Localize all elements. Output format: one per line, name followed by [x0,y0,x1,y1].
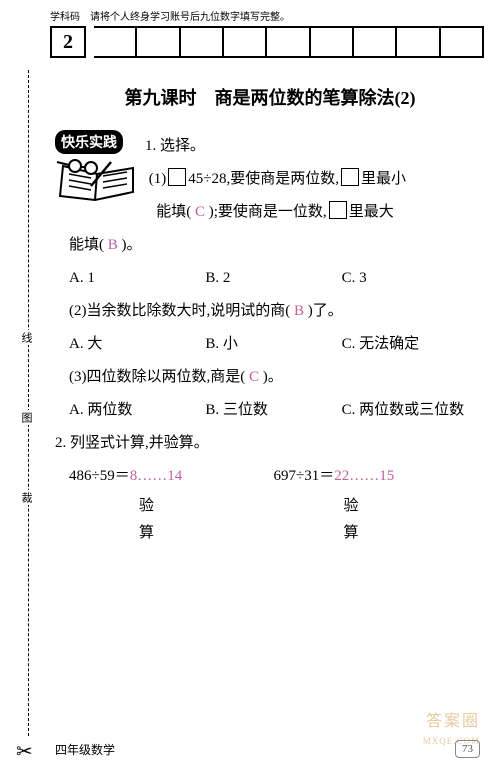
blank-box[interactable] [329,201,347,219]
q1-1-h: )。 [122,237,142,253]
q1-2-a: (2)当余数比除数大时,说明试的商( [69,303,290,319]
opt-a: A. 两位数 [69,394,205,427]
code-first-cell: 2 [50,26,86,58]
watermark: 答案圈 [426,707,480,731]
code-row: 2 [50,26,484,58]
code-cell[interactable] [397,26,440,58]
opt-b: B. 2 [205,262,341,295]
q1-1-c: 里最小 [361,171,406,187]
lesson-title: 第九课时 商是两位数的笔算除法(2) [40,84,500,110]
opt-a: A. 1 [69,262,205,295]
code-cell[interactable] [181,26,224,58]
calc1-expr: 486÷59＝ [69,468,130,484]
band-label: 快乐实践 [55,130,123,154]
calc1-ans: 8……14 [130,468,183,484]
q1-1-b: 45÷28,要使商是两位数, [188,171,339,187]
check-label: 算 [139,520,274,547]
calc2-expr: 697÷31＝ [274,468,335,484]
q2-prompt: 2. 列竖式计算,并验算。 [55,427,478,460]
blank-box[interactable] [168,168,186,186]
q1-1-ans1: C [195,204,205,220]
band-icon: 快乐实践 [55,130,145,206]
code-cell[interactable] [267,26,310,58]
margin-char: 线 [18,330,34,345]
q1-1-a: (1) [149,171,167,187]
check-label: 验 [344,493,479,520]
check-label: 算 [344,520,479,547]
q1-2-options: A. 大 B. 小 C. 无法确定 [69,328,478,361]
page-number: 73 [455,740,480,758]
scissors-icon: ✂ [16,739,33,764]
calc2-ans: 22……15 [334,468,394,484]
opt-c: C. 两位数或三位数 [342,394,478,427]
code-cell[interactable] [311,26,354,58]
header-instruction: 请将个人终身学习账号后九位数字填写完整。 [90,12,290,23]
q1-3-a: (3)四位数除以两位数,商是( [69,369,245,385]
margin-char: 图 [18,410,34,425]
opt-c: C. 无法确定 [342,328,478,361]
opt-b: B. 三位数 [205,394,341,427]
q1-prompt: 1. 选择。 [145,138,205,154]
q1-3-b: )。 [263,369,283,385]
q1-1-options: A. 1 B. 2 C. 3 [69,262,478,295]
header-label: 学科码 [50,12,80,23]
margin-char: 裁 [18,490,34,505]
check-label: 验 [139,493,274,520]
code-cell[interactable] [354,26,397,58]
cut-margin: 线 图 裁 ✂ [10,70,40,776]
q1-1-g: 能填( [69,237,104,253]
footer-subject: 四年级数学 [55,741,115,758]
q1-1-f: 里最大 [349,204,394,220]
q1-1-d: 能填( [156,204,191,220]
q1-3-options: A. 两位数 B. 三位数 C. 两位数或三位数 [69,394,478,427]
blank-box[interactable] [341,168,359,186]
q1-3-ans: C [249,369,259,385]
book-icon [55,156,141,206]
code-cell[interactable] [441,26,484,58]
q1-2-b: )了。 [308,303,343,319]
opt-a: A. 大 [69,328,205,361]
opt-b: B. 小 [205,328,341,361]
code-cell[interactable] [137,26,180,58]
code-cell[interactable] [224,26,267,58]
opt-c: C. 3 [342,262,478,295]
q1-2-ans: B [294,303,304,319]
q1-1-e: );要使商是一位数, [209,204,327,220]
code-cell[interactable] [94,26,137,58]
q1-1-ans2: B [108,237,118,253]
